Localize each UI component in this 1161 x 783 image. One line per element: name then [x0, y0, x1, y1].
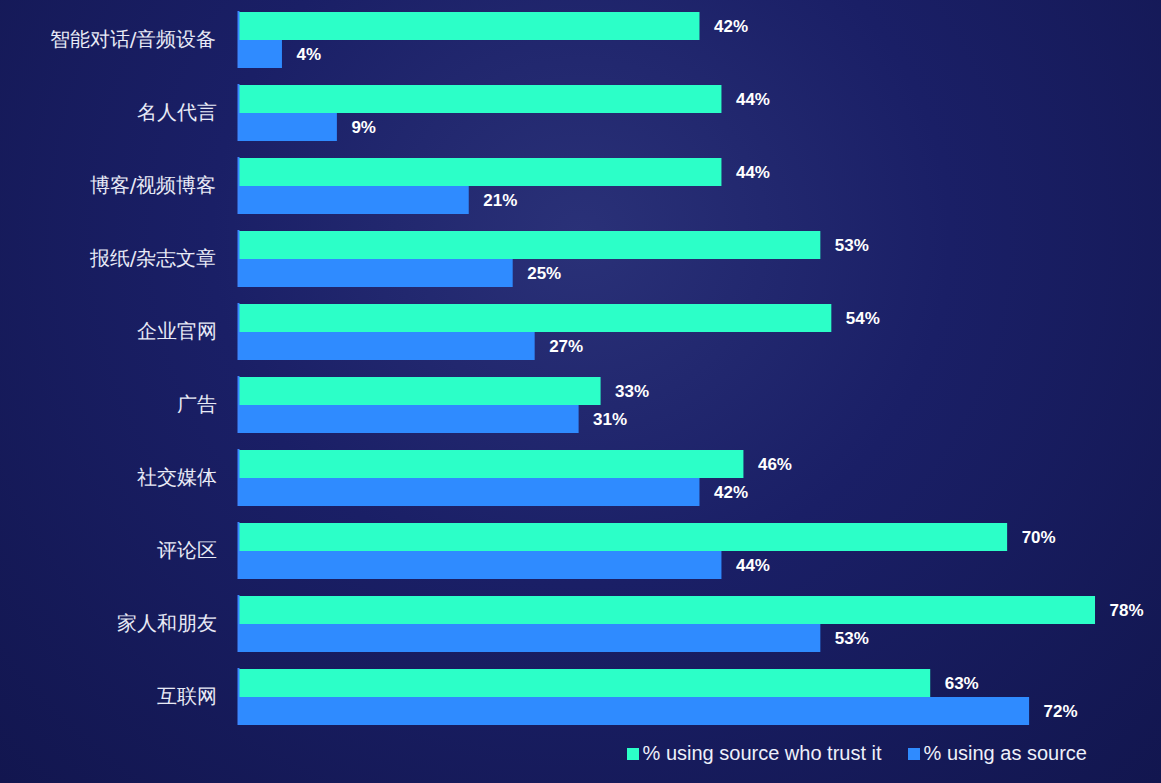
svg-text:63%: 63% — [945, 674, 979, 693]
svg-text:广告: 广告 — [177, 392, 217, 416]
svg-text:互联网: 互联网 — [157, 684, 217, 708]
svg-text:78%: 78% — [1110, 601, 1144, 620]
html-text:% using source who trust it: % using source who trust it — [642, 742, 882, 764]
svg-text:53%: 53% — [835, 629, 869, 648]
svg-text:54%: 54% — [846, 309, 880, 328]
svg-text:博客/视频博客: 博客/视频博客 — [90, 173, 217, 197]
svg-text:31%: 31% — [593, 410, 627, 429]
svg-text:4%: 4% — [296, 45, 321, 64]
svg-text:44%: 44% — [736, 163, 770, 182]
html-text:% using as source: % using as source — [923, 742, 1087, 764]
svg-text:25%: 25% — [527, 264, 561, 283]
svg-text:72%: 72% — [1044, 702, 1078, 721]
svg-text:53%: 53% — [835, 236, 869, 255]
svg-text:44%: 44% — [736, 556, 770, 575]
svg-text:社交媒体: 社交媒体 — [137, 465, 217, 489]
svg-text:家人和朋友: 家人和朋友 — [117, 611, 217, 635]
svg-text:企业官网: 企业官网 — [137, 319, 217, 343]
svg-text:44%: 44% — [736, 90, 770, 109]
svg-text:70%: 70% — [1022, 528, 1056, 547]
svg-text:27%: 27% — [549, 337, 583, 356]
svg-text:33%: 33% — [615, 382, 649, 401]
svg-text:42%: 42% — [714, 17, 748, 36]
svg-text:名人代言: 名人代言 — [137, 100, 217, 124]
svg-text:评论区: 评论区 — [157, 538, 217, 562]
svg-text:智能对话/音频设备: 智能对话/音频设备 — [50, 27, 217, 51]
svg-text:46%: 46% — [758, 455, 792, 474]
svg-text:报纸/杂志文章: 报纸/杂志文章 — [89, 246, 217, 270]
svg-text:21%: 21% — [483, 191, 517, 210]
svg-text:42%: 42% — [714, 483, 748, 502]
svg-text:9%: 9% — [351, 118, 376, 137]
